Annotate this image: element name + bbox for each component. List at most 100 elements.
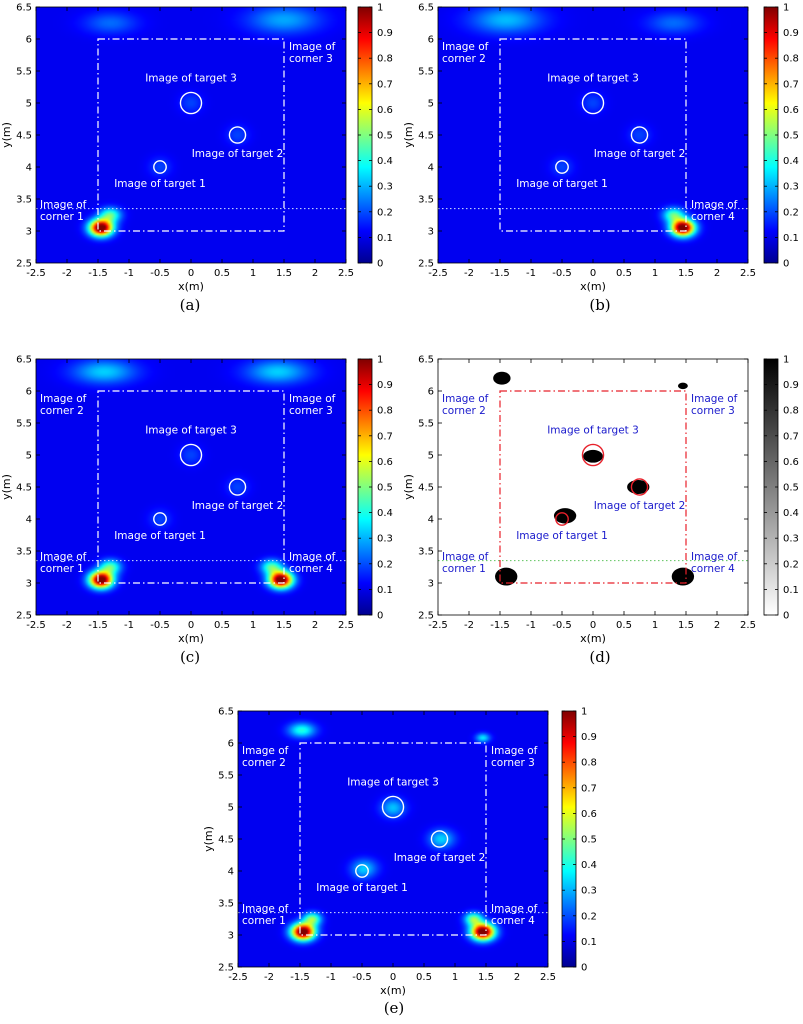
x-tick-label: 0.5 — [214, 268, 230, 279]
y-tick-label: 5.5 — [418, 67, 434, 78]
colorbar-tick-label: 0.1 — [377, 233, 393, 244]
corner-label: Image of corner 2 — [40, 393, 87, 417]
target-label-3: Image of target 3 — [145, 72, 237, 84]
binary-blob — [583, 449, 603, 463]
colorbar-tick-label: 0.5 — [581, 835, 597, 846]
target-circle-1 — [555, 160, 569, 174]
x-axis-label: x(m) — [178, 280, 204, 293]
colorbar-tick-label: 0.8 — [783, 54, 799, 65]
x-tick-label: -1.5 — [88, 268, 108, 279]
target-label-3: Image of target 3 — [145, 424, 237, 436]
x-tick-label: 2.5 — [740, 268, 756, 279]
x-tick-label: -2 — [62, 620, 72, 631]
y-tick-label: 3 — [26, 227, 32, 238]
x-axis-label: x(m) — [580, 632, 606, 645]
x-tick-label: 2 — [312, 620, 318, 631]
x-axis-label: x(m) — [580, 280, 606, 293]
colorbar-tick-label: 0.4 — [783, 508, 799, 519]
panel-label: (d) — [589, 648, 610, 666]
colorbar-tick-label: 0.3 — [377, 182, 393, 193]
x-tick-label: -1 — [526, 620, 536, 631]
panel-label: (c) — [180, 648, 200, 666]
y-tick-label: 2.5 — [418, 611, 434, 622]
y-tick-label: 6.5 — [418, 355, 434, 366]
binary-blob — [671, 567, 695, 586]
x-tick-label: 0.5 — [214, 620, 230, 631]
target-circle-1 — [555, 512, 569, 526]
x-tick-label: 0 — [188, 268, 194, 279]
corner-label: Image of corner 2 — [442, 41, 489, 65]
panel-d: Image of target 1 Image of target 2 Image … — [402, 355, 799, 667]
x-tick-label: 2.5 — [338, 268, 354, 279]
y-tick-label: 3.5 — [16, 547, 32, 558]
colorbar-tick-label: 0.1 — [783, 233, 799, 244]
x-tick-label: 1.5 — [678, 620, 694, 631]
colorbar-tick-label: 0.5 — [783, 483, 799, 494]
colorbar-tick-label: 0.5 — [377, 483, 393, 494]
target-circle-3 — [179, 91, 203, 115]
y-tick-label: 5 — [428, 99, 434, 110]
colorbar-tick-label: 0 — [581, 963, 587, 974]
x-tick-label: 1 — [452, 972, 458, 983]
x-tick-label: 0.5 — [416, 972, 432, 983]
colorbar-tick-label: 0.2 — [377, 207, 393, 218]
colorbar-tick-label: 0.5 — [377, 131, 393, 142]
heatmap-image — [238, 711, 548, 967]
target-label-3: Image of target 3 — [347, 776, 439, 788]
colorbar-tick-label: 0.2 — [783, 559, 799, 570]
y-axis-label: y(m) — [0, 122, 13, 148]
colorbar-tick-label: 0.1 — [581, 937, 597, 948]
y-tick-label: 3 — [228, 931, 234, 942]
x-tick-label: 1 — [652, 620, 658, 631]
colorbar-tick-label: 0.4 — [377, 156, 393, 167]
y-tick-label: 4 — [26, 515, 32, 526]
x-tick-label: 1 — [250, 268, 256, 279]
colorbar-tick-label: 0.6 — [783, 457, 799, 468]
colorbar-tick-label: 1 — [581, 707, 587, 718]
panel-label: (a) — [180, 296, 201, 314]
y-tick-label: 6 — [228, 739, 234, 750]
colorbar-tick-label: 0.7 — [377, 79, 393, 90]
target-circle-3 — [179, 443, 203, 467]
colorbar-tick-label: 0.3 — [377, 534, 393, 545]
target-label-2: Image of target 2 — [192, 148, 284, 160]
x-tick-label: 2.5 — [338, 620, 354, 631]
y-axis-label: y(m) — [402, 474, 415, 500]
target-label-1: Image of target 1 — [114, 530, 206, 542]
colorbar-tick-label: 0.9 — [783, 380, 799, 391]
x-tick-label: -1 — [124, 620, 134, 631]
corner-label: Image of corner 4 — [691, 199, 738, 223]
corner-label: Image of corner 3 — [289, 393, 336, 417]
x-tick-label: 2 — [312, 268, 318, 279]
x-tick-label: -2.5 — [428, 268, 448, 279]
colorbar-tick-label: 1 — [377, 355, 383, 366]
target-label-2: Image of target 2 — [394, 852, 486, 864]
y-tick-label: 3.5 — [218, 899, 234, 910]
x-tick-label: -2.5 — [228, 972, 248, 983]
binary-blob — [553, 508, 577, 524]
x-tick-label: -0.5 — [150, 268, 170, 279]
heatmap-image — [438, 7, 748, 263]
y-tick-label: 2.5 — [16, 611, 32, 622]
colorbar-tick-label: 1 — [783, 3, 789, 14]
target-label-1: Image of target 1 — [114, 178, 206, 190]
y-tick-label: 6.5 — [16, 355, 32, 366]
target-label-1: Image of target 1 — [516, 178, 608, 190]
x-tick-label: 1 — [250, 620, 256, 631]
colorbar-tick-label: 0.9 — [581, 732, 597, 743]
x-tick-label: -2 — [464, 268, 474, 279]
y-tick-label: 3.5 — [418, 547, 434, 558]
target-circle-1 — [153, 512, 167, 526]
target-circle-2 — [630, 478, 649, 496]
colorbar-tick-label: 0 — [377, 611, 383, 622]
heatmap-image — [36, 359, 346, 615]
y-tick-label: 2.5 — [418, 259, 434, 270]
y-tick-label: 4.5 — [16, 131, 32, 142]
y-tick-label: 6 — [26, 35, 32, 46]
x-tick-label: -1.5 — [490, 268, 510, 279]
y-tick-label: 3 — [26, 579, 32, 590]
colorbar-tick-label: 0.6 — [581, 809, 597, 820]
x-tick-label: -0.5 — [552, 620, 572, 631]
corner-label: Image of corner 1 — [40, 199, 87, 223]
room-boundary — [499, 38, 687, 232]
